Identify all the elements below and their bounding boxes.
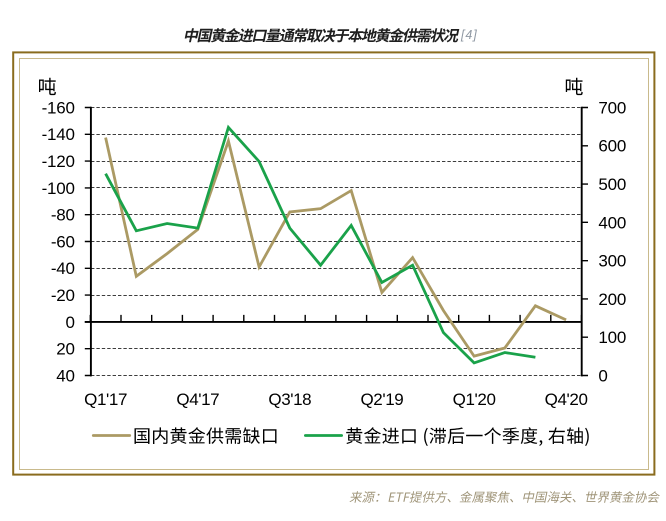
svg-text:-40: -40 [51,259,75,278]
svg-text:Q2'19: Q2'19 [360,390,403,409]
svg-text:Q1'20: Q1'20 [453,390,496,409]
svg-text:[4]: [4] [460,28,478,42]
svg-text:0: 0 [66,313,75,332]
svg-text:Q3'18: Q3'18 [268,390,311,409]
svg-text:-140: -140 [42,125,75,144]
svg-text:600: 600 [598,137,626,156]
svg-text:700: 700 [598,98,626,117]
svg-text:100: 100 [598,328,626,347]
svg-text:0: 0 [598,366,607,385]
svg-text:200: 200 [598,290,626,309]
svg-text:-60: -60 [51,232,75,251]
svg-text:-80: -80 [51,206,75,225]
svg-text:40: 40 [56,366,75,385]
svg-text:-120: -120 [42,152,75,171]
svg-text:-20: -20 [51,286,75,305]
svg-text:20: 20 [56,340,75,359]
svg-text:Q4'20: Q4'20 [545,390,588,409]
svg-text:500: 500 [598,175,626,194]
svg-text:Q1'17: Q1'17 [84,390,127,409]
svg-text:Q4'17: Q4'17 [176,390,219,409]
svg-text:-160: -160 [42,98,75,117]
svg-text:400: 400 [598,213,626,232]
svg-text:300: 300 [598,252,626,271]
svg-text:-100: -100 [42,179,75,198]
